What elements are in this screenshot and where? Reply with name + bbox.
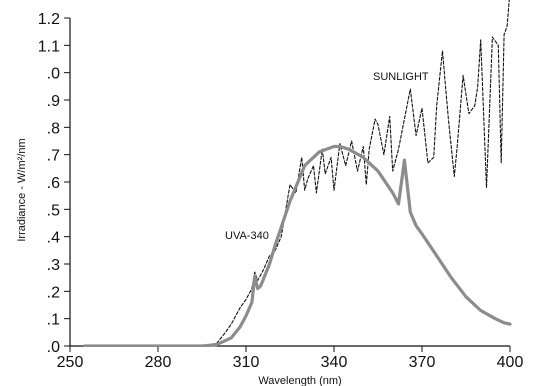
y-tick-label: .9	[47, 93, 60, 110]
uva-340-series-line	[83, 144, 512, 347]
labels-layer: 250 280 310 340 370 400 .0 .1 .2 .3 .4 .5 .6 .7 .8 .9 .0…	[38, 11, 524, 371]
y-tick-label: .7	[47, 148, 60, 165]
x-tick-label: 280	[145, 354, 172, 371]
y-tick-label: 1.2	[38, 11, 60, 28]
y-tick-label: .0	[47, 339, 60, 356]
y-axis-label: Irradiance - W/m²/nm	[16, 138, 28, 241]
y-tick-label: .5	[47, 202, 60, 219]
series-layer	[83, 0, 512, 347]
y-tick-label: .4	[47, 230, 60, 247]
x-tick-label: 340	[321, 354, 348, 371]
x-tick-label: 370	[409, 354, 436, 371]
uva-340-annotation: UVA-340	[225, 230, 269, 242]
x-tick-label: 250	[57, 354, 84, 371]
sunlight-series-line	[201, 0, 510, 347]
y-tick-label: .1	[47, 312, 60, 329]
y-tick-label: .8	[47, 120, 60, 137]
x-tick-label: 400	[497, 354, 524, 371]
x-axis-label: Wavelength (nm)	[258, 375, 341, 386]
y-tick-label: .6	[47, 175, 60, 192]
y-tick-label: .3	[47, 257, 60, 274]
x-tick-label: 310	[233, 354, 260, 371]
sunlight-annotation: SUNLIGHT	[373, 71, 429, 83]
y-tick-label: .0	[47, 66, 60, 83]
y-tick-label: 1.1	[38, 38, 60, 55]
y-tick-label: .2	[47, 284, 60, 301]
axes	[64, 17, 511, 352]
